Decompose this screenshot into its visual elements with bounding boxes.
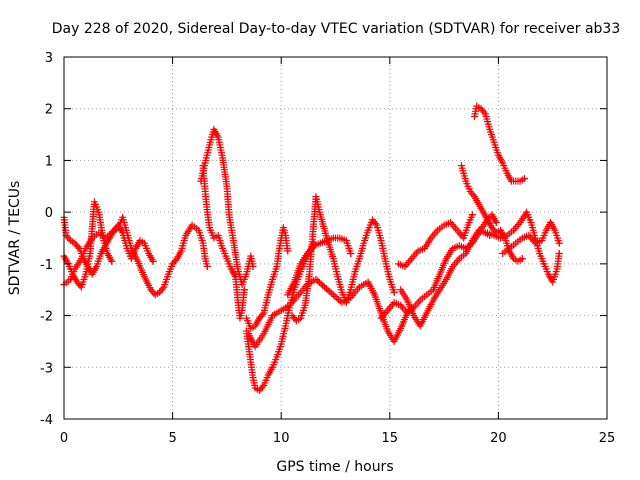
series-sat-f	[242, 239, 318, 395]
data-point	[319, 282, 327, 290]
y-tick-label: 2	[45, 103, 53, 118]
data-point	[284, 247, 292, 255]
plot-frame	[63, 56, 608, 420]
data-point	[317, 280, 325, 288]
data-point	[555, 239, 563, 247]
data-point	[171, 256, 179, 264]
x-tick-label: 10	[273, 431, 290, 446]
y-tick-label: -1	[40, 258, 53, 273]
data-point	[520, 175, 528, 183]
data-point	[258, 311, 266, 319]
series-sat-m	[394, 211, 476, 270]
x-tick-label: 20	[490, 431, 507, 446]
data-point	[240, 286, 248, 294]
x-tick-label: 5	[168, 431, 176, 446]
series-sat-a	[60, 213, 211, 299]
ticks: 0 5 10 15 20 25 -4 -3 -2 -1 0 1 2 3	[40, 51, 615, 446]
data-point	[322, 285, 330, 293]
data-point	[324, 286, 332, 294]
series-sat-l	[397, 226, 494, 330]
data-point	[158, 285, 166, 293]
data-point	[331, 292, 339, 300]
data-point	[492, 218, 500, 226]
x-tick-label: 15	[382, 431, 399, 446]
series-sat-o	[471, 102, 528, 185]
data-point	[203, 262, 211, 270]
y-axis-label: SDTVAR / TECUs	[7, 181, 23, 296]
data-point	[65, 235, 73, 243]
data-point	[390, 288, 398, 296]
series-sat-e	[199, 162, 248, 322]
series-sat-c	[60, 198, 116, 291]
series-sat-k	[377, 211, 500, 322]
series-sat-d	[197, 125, 257, 289]
data-point	[321, 283, 329, 291]
y-tick-label: 3	[45, 51, 53, 66]
series-sat-j	[284, 234, 355, 299]
series-sat-i	[288, 193, 398, 325]
data-point	[468, 211, 476, 219]
data-point	[469, 191, 477, 199]
data-point	[555, 250, 563, 258]
data-point	[249, 262, 257, 270]
y-tick-label: -2	[40, 310, 53, 325]
series-sat-n	[457, 162, 526, 265]
x-axis-label: GPS time / hours	[276, 459, 393, 475]
series-sat-q	[499, 218, 563, 258]
data-point	[347, 250, 355, 258]
data-point	[329, 291, 337, 299]
data-point	[258, 383, 266, 391]
chart-title: Day 228 of 2020, Sidereal Day-to-day VTE…	[52, 21, 621, 37]
data-point	[74, 243, 82, 251]
x-tick-label: 0	[60, 431, 68, 446]
data-point	[315, 278, 323, 286]
data-point	[480, 108, 488, 116]
y-tick-label: 1	[45, 154, 53, 169]
data-point	[518, 255, 526, 263]
data-point	[328, 289, 336, 297]
y-tick-label: -4	[40, 413, 53, 428]
data-point	[333, 294, 341, 302]
data-layer	[60, 102, 563, 395]
data-point	[108, 257, 116, 265]
y-tick-label: -3	[40, 361, 53, 376]
y-tick-label: 0	[45, 206, 53, 221]
data-point	[371, 219, 379, 227]
data-point	[326, 288, 334, 296]
x-tick-label: 25	[599, 431, 616, 446]
data-point	[314, 277, 322, 285]
series-sat-g	[242, 224, 292, 332]
data-point	[149, 257, 157, 265]
